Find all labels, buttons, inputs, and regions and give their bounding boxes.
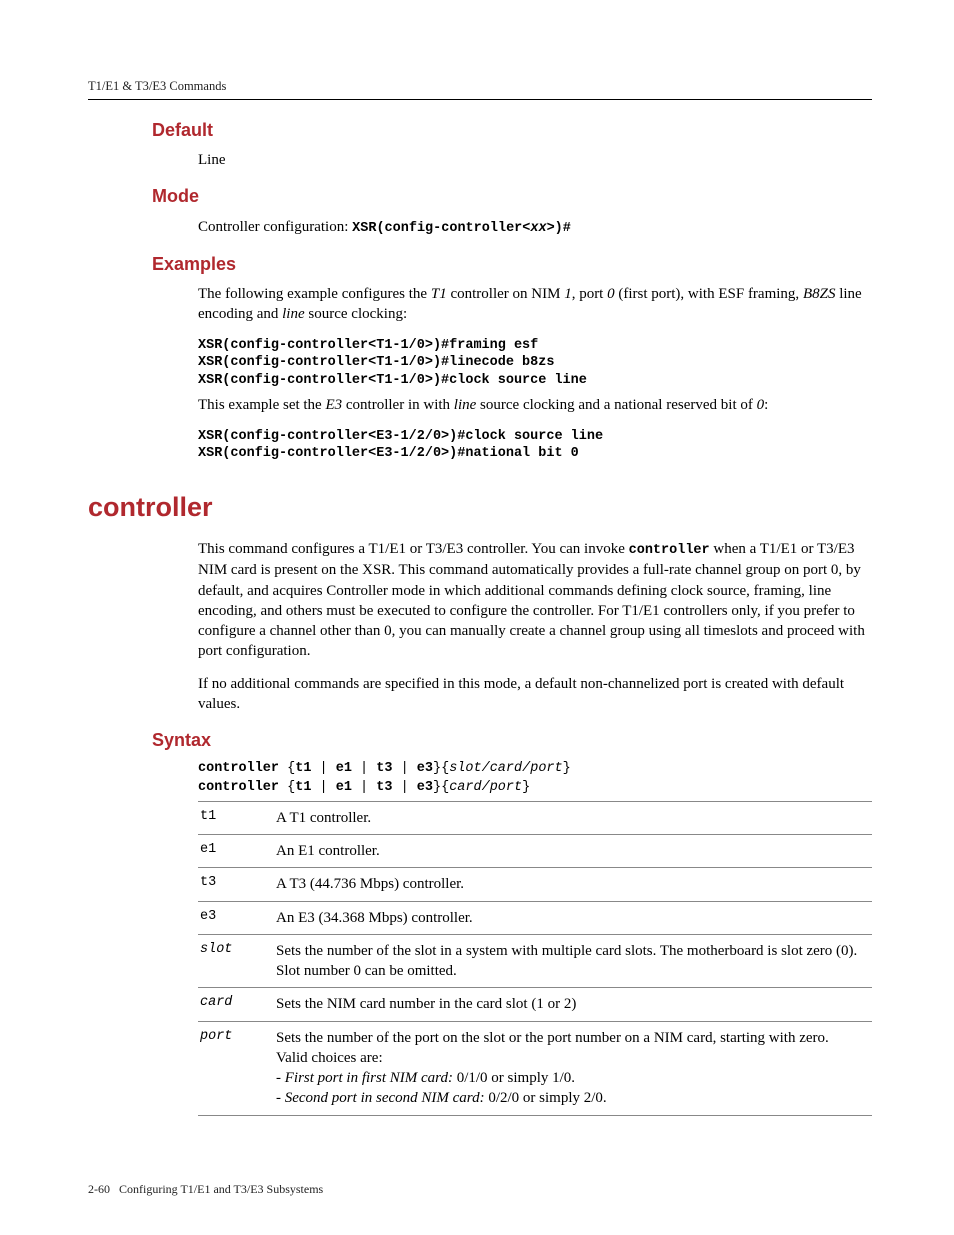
mode-code: XSR(config-controller<xx>)#: [352, 221, 571, 236]
heading-examples: Examples: [152, 252, 872, 276]
syntax-key: slot: [198, 934, 274, 988]
mode-prefix: Controller configuration:: [198, 219, 352, 235]
syntax-key: t3: [198, 868, 274, 901]
syntax-body: controller {t1 | e1 | t3 | e3}{slot/card…: [198, 760, 872, 1115]
syntax-table: t1 A T1 controller. e1 An E1 controller.…: [198, 801, 872, 1116]
syntax-key: e1: [198, 835, 274, 868]
table-row: t1 A T1 controller.: [198, 801, 872, 834]
page-footer: 2-60 Configuring T1/E1 and T3/E3 Subsyst…: [88, 1181, 323, 1197]
heading-syntax: Syntax: [152, 728, 872, 752]
table-row: port Sets the number of the port on the …: [198, 1021, 872, 1115]
heading-controller: controller: [88, 489, 872, 525]
table-row: e1 An E1 controller.: [198, 835, 872, 868]
syntax-line-1: controller {t1 | e1 | t3 | e3}{slot/card…: [198, 760, 872, 778]
table-row: card Sets the NIM card number in the car…: [198, 988, 872, 1021]
controller-p1: This command configures a T1/E1 or T3/E3…: [198, 539, 872, 661]
syntax-key: card: [198, 988, 274, 1021]
syntax-desc: An E3 (34.368 Mbps) controller.: [274, 901, 872, 934]
syntax-desc: An E1 controller.: [274, 835, 872, 868]
syntax-key: t1: [198, 801, 274, 834]
controller-p2: If no additional commands are specified …: [198, 674, 872, 715]
footer-title: Configuring T1/E1 and T3/E3 Subsystems: [119, 1182, 323, 1196]
examples-body: The following example configures the T1 …: [198, 284, 872, 462]
page: T1/E1 & T3/E3 Commands Default Line Mode…: [0, 0, 954, 1235]
syntax-key: port: [198, 1021, 274, 1115]
table-row: t3 A T3 (44.736 Mbps) controller.: [198, 868, 872, 901]
syntax-line-2: controller {t1 | e1 | t3 | e3}{card/port…: [198, 779, 872, 797]
syntax-desc: Sets the number of the slot in a system …: [274, 934, 872, 988]
syntax-desc: Sets the NIM card number in the card slo…: [274, 988, 872, 1021]
examples-code-block-1: XSR(config-controller<T1-1/0>)#framing e…: [198, 337, 872, 390]
heading-default: Default: [152, 118, 872, 142]
syntax-desc: A T1 controller.: [274, 801, 872, 834]
examples-intro: The following example configures the T1 …: [198, 284, 872, 325]
footer-page: 2-60: [88, 1182, 110, 1196]
examples-mid: This example set the E3 controller in wi…: [198, 395, 872, 415]
default-body: Line: [198, 150, 872, 170]
mode-body: Controller configuration: XSR(config-con…: [198, 217, 872, 238]
default-text: Line: [198, 150, 872, 170]
syntax-desc: Sets the number of the port on the slot …: [274, 1021, 872, 1115]
mode-text: Controller configuration: XSR(config-con…: [198, 217, 872, 238]
table-row: slot Sets the number of the slot in a sy…: [198, 934, 872, 988]
examples-code-block-2: XSR(config-controller<E3-1/2/0>)#clock s…: [198, 428, 872, 463]
header-rule: [88, 99, 872, 100]
heading-mode: Mode: [152, 184, 872, 208]
table-row: e3 An E3 (34.368 Mbps) controller.: [198, 901, 872, 934]
syntax-desc: A T3 (44.736 Mbps) controller.: [274, 868, 872, 901]
running-header: T1/E1 & T3/E3 Commands: [88, 78, 872, 95]
controller-body: This command configures a T1/E1 or T3/E3…: [198, 539, 872, 714]
syntax-key: e3: [198, 901, 274, 934]
